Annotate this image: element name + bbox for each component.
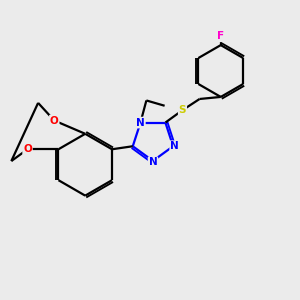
Text: N: N (170, 141, 179, 151)
Text: O: O (50, 116, 59, 126)
Text: N: N (136, 118, 145, 128)
Text: O: O (23, 144, 32, 154)
Text: F: F (217, 31, 224, 41)
Text: S: S (179, 105, 186, 115)
Text: N: N (148, 158, 157, 167)
